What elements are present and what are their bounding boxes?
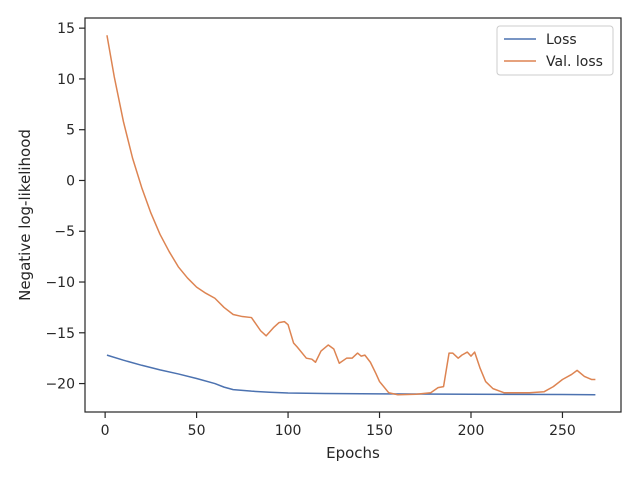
series-line-val-loss	[106, 35, 596, 396]
legend-label-val-loss: Val. loss	[546, 54, 603, 70]
y-tick-label: 5	[66, 123, 75, 139]
y-tick-label: −10	[45, 275, 75, 291]
x-tick-label: 50	[188, 423, 206, 439]
x-tick-label: 200	[458, 423, 485, 439]
x-axis-ticks: 0 50 100 150 200 250	[101, 412, 576, 439]
plot-frame	[84, 17, 622, 413]
y-tick-label: −5	[54, 224, 75, 240]
legend: Loss Val. loss	[496, 25, 614, 76]
x-tick-label: 0	[101, 423, 110, 439]
y-tick-label: 15	[57, 21, 75, 37]
x-axis-title: Epochs	[326, 444, 380, 462]
x-tick-label: 100	[275, 423, 302, 439]
y-tick-label: 10	[57, 72, 75, 88]
y-tick-label: −15	[45, 326, 75, 342]
plot-lines	[106, 35, 596, 396]
y-tick-label: −20	[45, 377, 75, 393]
y-axis-ticks: 15 10 5 0 −5 −10 −15 −20	[45, 21, 85, 393]
legend-label-loss: Loss	[546, 32, 577, 48]
x-tick-label: 150	[366, 423, 393, 439]
y-tick-label: 0	[66, 173, 75, 189]
x-tick-label: 250	[549, 423, 576, 439]
y-axis-title: Negative log-likelihood	[16, 129, 34, 301]
series-line-loss	[106, 354, 596, 396]
